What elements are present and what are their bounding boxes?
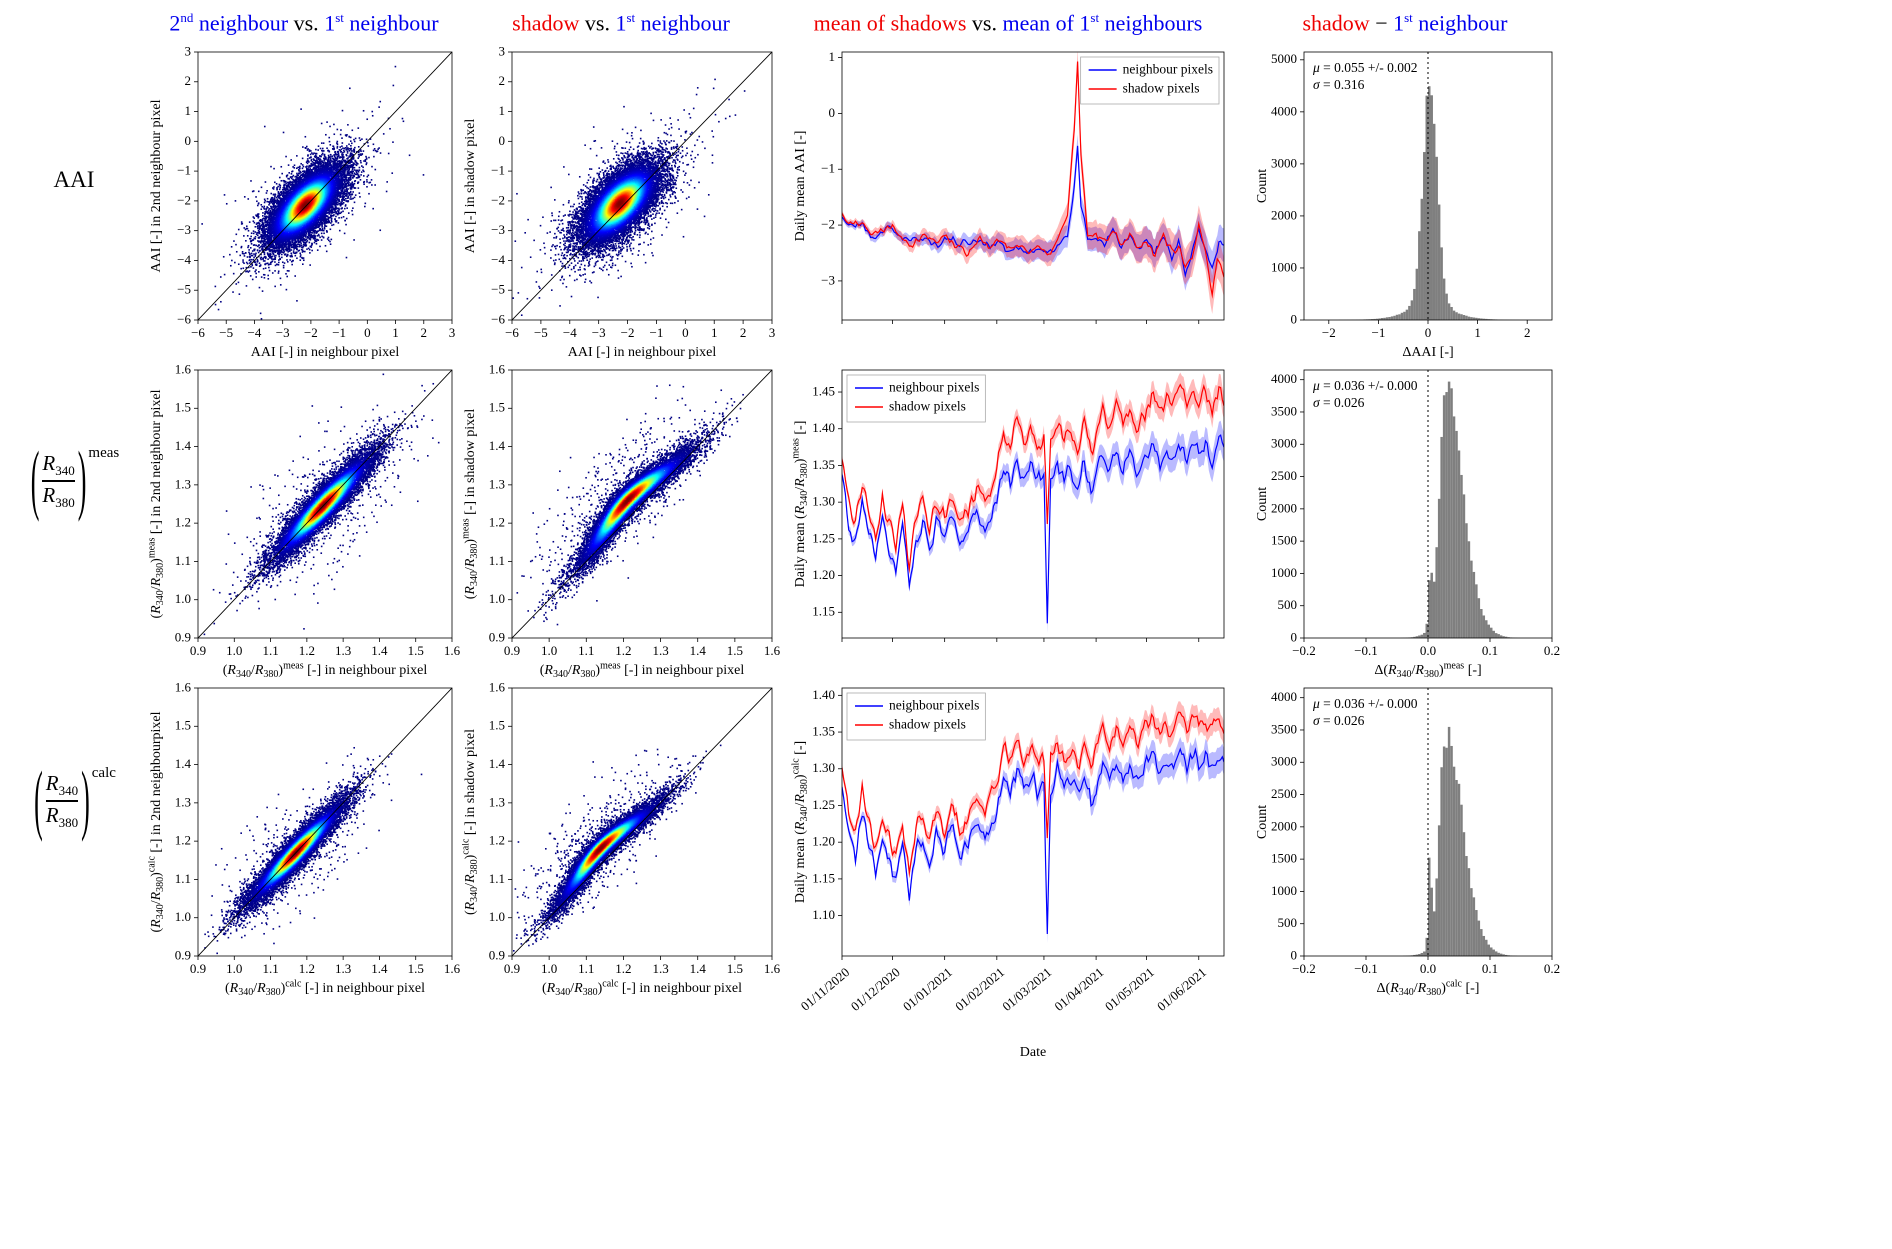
column-title-shadow-vs-1st: shadow vs. 1st neighbour [512,10,730,36]
fraction-bar [42,480,75,482]
panel-calc-timeseries [782,682,1234,1090]
panel-calc-scatter-shadow-vs-1st [462,682,780,1000]
paren-open: ( [34,756,43,844]
panel-meas-scatter-shadow-vs-1st [462,364,780,682]
panel-aai-timeseries [782,46,1234,364]
paren-open: ( [30,436,40,524]
fraction: R340 R380 [44,771,80,831]
fraction-numerator: R340 [45,771,79,799]
fraction: R340 R380 [40,451,76,511]
panel-meas-histogram [1246,364,1564,682]
panel-meas-timeseries [782,364,1234,682]
panel-calc-scatter-2nd-vs-1st [148,682,460,1000]
column-title-means: mean of shadows vs. mean of 1st neighbou… [813,10,1203,36]
paren-close: ) [77,436,87,524]
fraction-denominator: R380 [42,482,75,511]
fraction-exponent: meas [88,444,120,461]
fraction-exponent: calc [91,764,116,781]
column-title-difference: shadow − 1st neighbour [1302,10,1508,36]
fraction-bar [45,800,79,802]
row-label-r340-r380-meas: ( R340 R380 ) meas [0,436,148,523]
row-label-aai: AAI [53,167,95,192]
fraction-numerator: R340 [42,451,75,479]
row-label-r340-r380-calc: ( R340 R380 ) calc [0,756,148,843]
panel-calc-histogram [1246,682,1564,1000]
fraction-denominator: R380 [45,802,79,831]
panel-aai-scatter-2nd-vs-1st [148,46,460,364]
column-title-2nd-vs-1st: 2nd neighbour vs. 1st neighbour [169,10,439,36]
paren-close: ) [81,756,90,844]
panel-aai-histogram [1246,46,1564,364]
panel-aai-scatter-shadow-vs-1st [462,46,780,364]
panel-meas-scatter-2nd-vs-1st [148,364,460,682]
